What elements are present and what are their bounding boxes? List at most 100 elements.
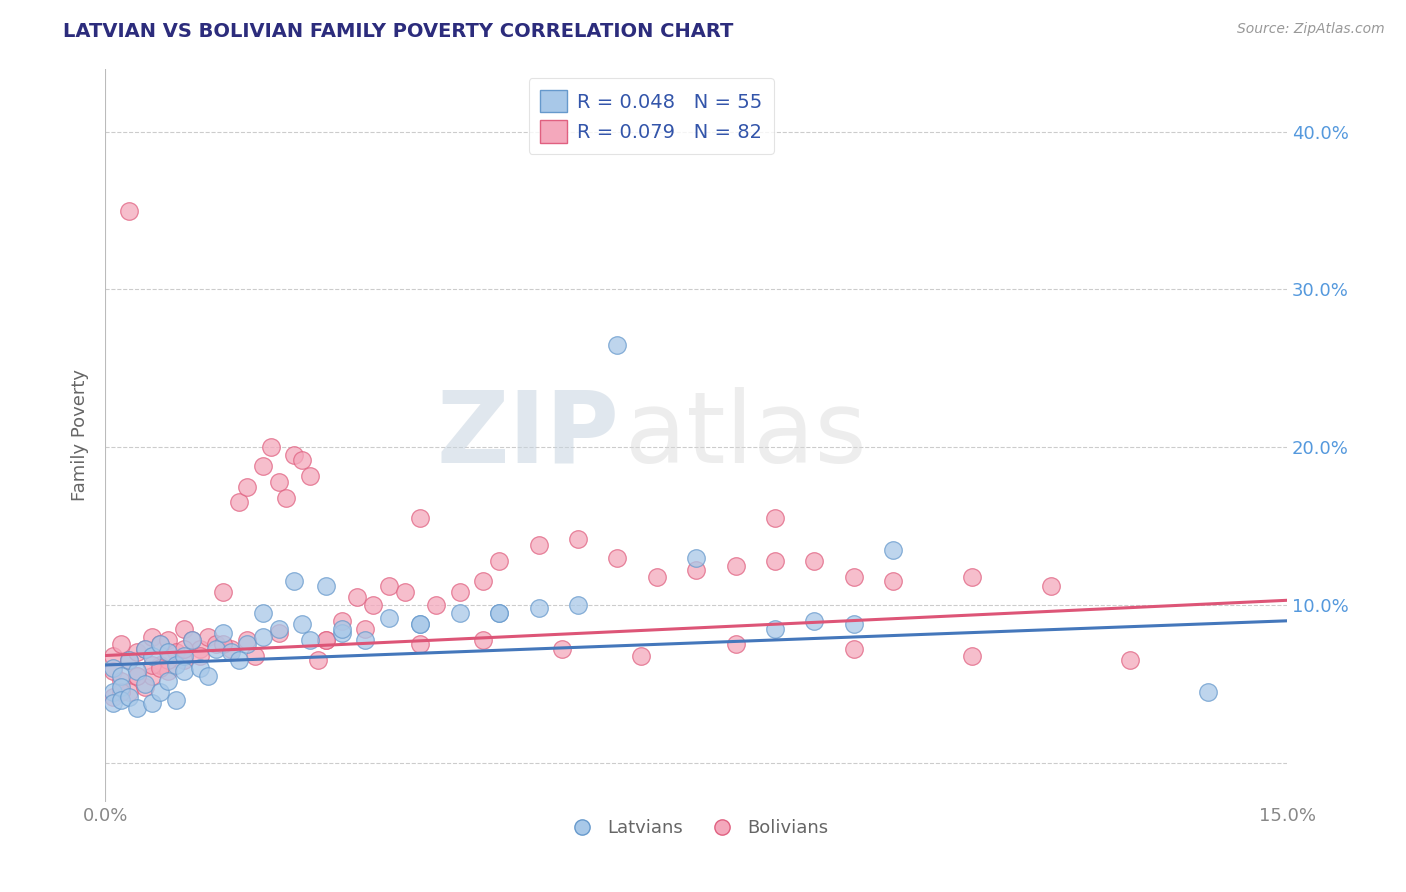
Point [212,626,235,640]
Point [1197,685,1219,699]
Point [110,673,132,688]
Point [228,495,250,509]
Point [291,453,314,467]
Point [157,645,180,659]
Point [645,569,668,583]
Point [330,626,353,640]
Point [141,630,163,644]
Point [228,653,250,667]
Point [141,648,163,663]
Point [606,550,628,565]
Point [567,598,589,612]
Text: ZIP: ZIP [436,387,619,483]
Point [118,653,141,667]
Point [204,638,226,652]
Point [960,648,983,663]
Point [299,468,322,483]
Point [488,554,510,568]
Point [118,690,141,704]
Point [110,692,132,706]
Point [724,638,747,652]
Point [291,617,314,632]
Point [110,638,132,652]
Point [283,448,305,462]
Text: Source: ZipAtlas.com: Source: ZipAtlas.com [1237,22,1385,37]
Point [197,630,219,644]
Point [141,696,163,710]
Point [803,614,825,628]
Point [378,610,401,624]
Point [118,203,141,218]
Y-axis label: Family Poverty: Family Poverty [72,369,89,501]
Point [394,585,416,599]
Point [276,491,298,505]
Point [134,677,156,691]
Point [197,669,219,683]
Point [134,642,156,657]
Point [488,606,510,620]
Point [527,538,550,552]
Point [188,648,211,663]
Point [204,642,226,657]
Point [409,638,432,652]
Point [173,653,195,667]
Point [409,617,432,632]
Point [882,574,904,589]
Point [236,480,259,494]
Point [1039,579,1062,593]
Point [409,617,432,632]
Point [134,642,156,657]
Point [141,658,163,673]
Point [173,648,195,663]
Point [803,554,825,568]
Point [236,638,259,652]
Point [149,638,172,652]
Point [1118,653,1140,667]
Point [101,696,124,710]
Point [110,669,132,683]
Legend: Latvians, Bolivians: Latvians, Bolivians [557,812,837,845]
Point [842,569,865,583]
Point [488,606,510,620]
Point [354,632,377,647]
Point [330,614,353,628]
Point [315,632,337,647]
Point [219,642,242,657]
Point [299,632,322,647]
Point [882,542,904,557]
Text: atlas: atlas [626,387,868,483]
Point [212,585,235,599]
Point [685,563,707,577]
Point [842,617,865,632]
Point [180,632,202,647]
Point [354,622,377,636]
Point [173,622,195,636]
Point [685,550,707,565]
Point [267,475,290,489]
Point [134,680,156,694]
Point [243,648,266,663]
Point [149,661,172,675]
Point [252,459,274,474]
Point [472,574,495,589]
Point [149,658,172,673]
Point [252,630,274,644]
Text: LATVIAN VS BOLIVIAN FAMILY POVERTY CORRELATION CHART: LATVIAN VS BOLIVIAN FAMILY POVERTY CORRE… [63,22,734,41]
Point [260,440,283,454]
Point [188,642,211,657]
Point [125,700,148,714]
Point [110,685,132,699]
Point [630,648,652,663]
Point [527,601,550,615]
Point [724,558,747,573]
Point [165,658,187,673]
Point [236,632,259,647]
Point [330,622,353,636]
Point [252,606,274,620]
Point [449,606,471,620]
Point [157,632,180,647]
Point [842,642,865,657]
Point [125,669,148,683]
Point [125,669,148,683]
Point [157,653,180,667]
